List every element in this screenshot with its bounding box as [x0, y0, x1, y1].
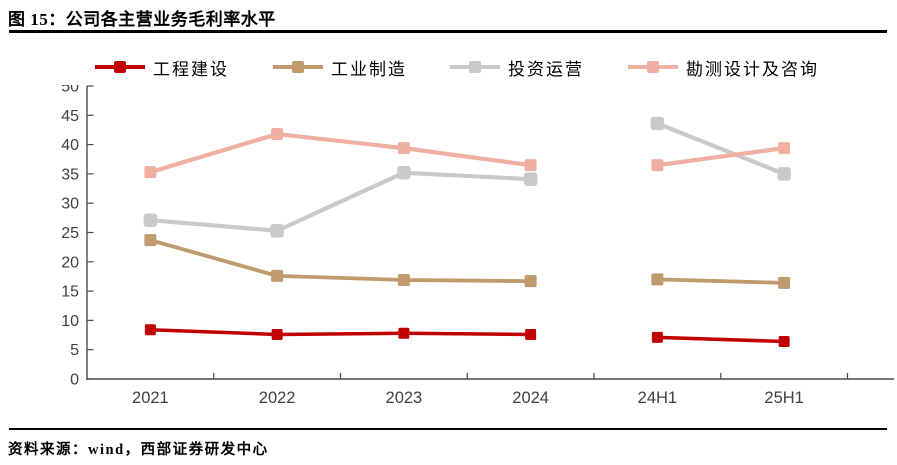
series-line-1 — [655, 277, 787, 285]
legend-item-3: 勘测设计及咨询 — [628, 53, 819, 81]
data-point — [524, 159, 537, 172]
legend-label: 工程建设 — [153, 59, 229, 79]
legend-label: 勘测设计及咨询 — [686, 59, 819, 79]
data-point — [143, 213, 158, 227]
legend-label: 投资运营 — [508, 59, 584, 79]
y-tick-label: 15 — [61, 284, 79, 301]
data-point — [271, 269, 284, 282]
y-tick-label: 5 — [70, 342, 79, 359]
data-point — [778, 276, 791, 289]
source-note: 资料来源：wind，西部证券研发中心 — [8, 442, 269, 458]
x-tick-label: 2024 — [512, 389, 549, 407]
legend-item-0: 工程建设 — [95, 53, 229, 81]
data-point — [144, 166, 157, 179]
data-point — [651, 159, 664, 172]
data-point — [270, 223, 284, 238]
legend-item-2: 投资运营 — [450, 53, 584, 81]
y-tick-label: 50 — [61, 85, 79, 96]
y-tick-label: 10 — [61, 313, 79, 330]
data-point — [144, 234, 157, 247]
x-tick-label: 2023 — [386, 389, 423, 407]
series-line-0 — [148, 328, 533, 337]
title-divider — [9, 30, 887, 33]
data-point — [523, 172, 538, 186]
data-point — [777, 167, 791, 181]
data-point — [271, 328, 283, 340]
data-point — [397, 273, 410, 286]
data-point — [651, 273, 664, 286]
x-tick-label: 24H1 — [638, 389, 677, 407]
legend-item-1: 工业制造 — [273, 53, 407, 81]
line-chart: 0 5 10 15 20 25 30 35 40 45 50 2021 2022 2023 2024 24H1… — [61, 85, 894, 407]
data-point — [778, 335, 790, 347]
y-tick-label: 30 — [61, 196, 79, 213]
y-tick-label: 0 — [70, 372, 79, 389]
series-line-0 — [655, 335, 786, 344]
data-point — [778, 142, 791, 155]
data-point — [397, 142, 410, 155]
data-point — [525, 328, 537, 340]
legend-marker-icon — [95, 60, 145, 74]
legend-marker-icon — [450, 60, 500, 74]
y-tick-label: 20 — [61, 254, 79, 271]
data-point — [397, 165, 411, 180]
series-line-3 — [148, 131, 533, 175]
x-tick-label: 25H1 — [764, 389, 803, 407]
series-line-2 — [148, 170, 533, 233]
y-tick-label: 40 — [61, 137, 79, 154]
data-point — [651, 331, 663, 343]
data-point — [271, 128, 284, 141]
figure-title: 图 15：公司各主营业务毛利率水平 — [8, 10, 276, 29]
chart-legend: 工程建设 工业制造 投资运营 勘测设计及咨询 — [0, 53, 897, 81]
series-line-1 — [148, 238, 533, 284]
data-point — [524, 275, 537, 288]
legend-marker-icon — [273, 60, 323, 74]
y-tick-label: 25 — [61, 225, 79, 242]
source-divider — [9, 428, 887, 430]
x-tick-label: 2022 — [259, 389, 296, 407]
y-tick-label: 45 — [61, 108, 79, 125]
data-point — [398, 327, 410, 339]
data-point — [650, 116, 665, 131]
series-line-2 — [655, 121, 787, 177]
x-tick-label: 2021 — [132, 389, 169, 407]
series-line-3 — [655, 146, 787, 168]
legend-marker-icon — [628, 60, 678, 74]
data-point — [144, 324, 156, 336]
legend-label: 工业制造 — [331, 59, 407, 79]
y-tick-label: 35 — [61, 166, 79, 183]
